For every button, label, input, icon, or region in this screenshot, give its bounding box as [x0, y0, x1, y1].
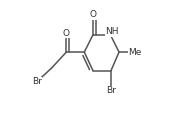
Text: Me: Me: [128, 48, 142, 57]
Text: Br: Br: [106, 86, 116, 95]
Text: O: O: [63, 29, 70, 38]
Text: Br: Br: [32, 77, 41, 86]
Text: O: O: [89, 10, 97, 19]
Text: NH: NH: [105, 27, 119, 36]
